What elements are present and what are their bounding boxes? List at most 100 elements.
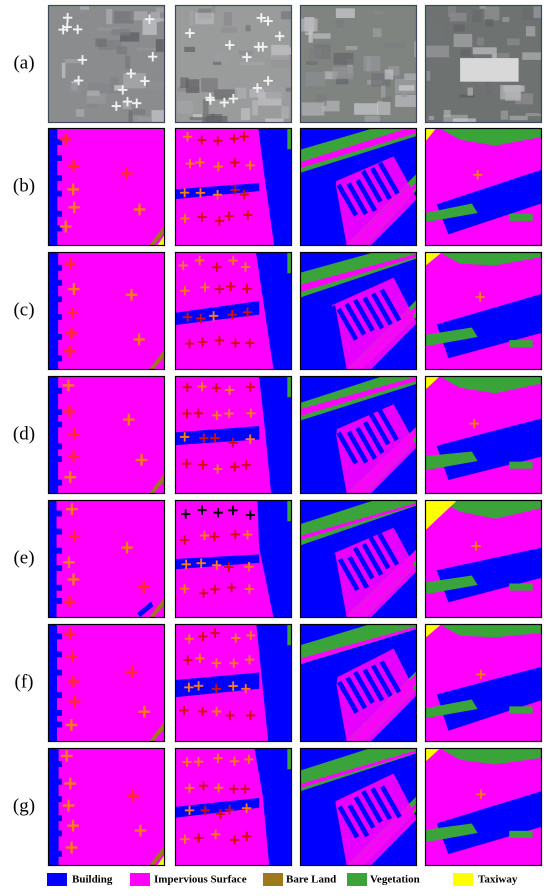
- photo-texture: [265, 118, 284, 123]
- seg-building: [254, 748, 292, 866]
- airplane: [73, 530, 76, 543]
- photo-texture: [345, 45, 358, 51]
- photo-texture: [515, 93, 534, 105]
- legend-swatch: [263, 873, 283, 886]
- seg-building: [377, 408, 399, 442]
- airplane: [71, 306, 74, 319]
- airplane: [243, 131, 246, 142]
- photo-texture: [114, 85, 124, 91]
- panel-border: [299, 127, 418, 247]
- airplane: [233, 462, 236, 472]
- photo-texture: [363, 55, 381, 72]
- airplane: [68, 345, 71, 358]
- photo-texture: [380, 85, 386, 98]
- airplane: [245, 803, 248, 813]
- row-label: (c): [13, 299, 34, 320]
- panel-border: [47, 4, 166, 124]
- photo-texture: [425, 45, 450, 58]
- photo-texture: [404, 73, 417, 80]
- seg-building: [346, 182, 369, 216]
- airplane: [278, 31, 281, 41]
- airplane: [215, 706, 218, 717]
- airplane: [131, 789, 135, 802]
- seg-building: [355, 426, 377, 460]
- airplane: [215, 410, 218, 421]
- airplane: [198, 255, 201, 266]
- panel-border: [174, 127, 293, 247]
- legend-label: Vegetation: [370, 874, 420, 886]
- airplane: [72, 450, 75, 463]
- seg-building: [55, 225, 63, 232]
- airplane: [227, 562, 230, 572]
- airplane: [249, 160, 252, 171]
- panel: [175, 500, 292, 618]
- airplane: [204, 805, 207, 816]
- photo-texture: [133, 109, 146, 115]
- airplane: [115, 101, 118, 111]
- panel: [48, 376, 165, 494]
- panel: [175, 624, 292, 742]
- photo-texture: [301, 102, 325, 116]
- legend-label: Bare Land: [286, 874, 336, 886]
- airplane: [70, 503, 74, 516]
- photo-texture: [395, 94, 417, 107]
- photo-texture: [502, 17, 510, 23]
- airplane: [185, 559, 188, 570]
- airplane: [201, 337, 204, 347]
- photo-texture: [95, 38, 107, 47]
- seg-building: [55, 830, 63, 837]
- seg-impervious: [300, 502, 417, 541]
- seg-building: [361, 542, 384, 576]
- photo-texture: [271, 55, 292, 69]
- seg-impervious: [300, 128, 417, 169]
- seg-building: [55, 334, 63, 340]
- seg-building: [353, 670, 375, 704]
- seg-building: [436, 169, 542, 235]
- photo-texture: [324, 71, 338, 80]
- seg-veg: [509, 213, 533, 221]
- airplane: [71, 819, 75, 832]
- seg-building: [55, 479, 63, 486]
- photo-texture: [151, 110, 165, 123]
- airplane: [187, 682, 190, 693]
- airplane: [130, 68, 132, 79]
- panel-border: [424, 747, 543, 867]
- seg-building: [55, 387, 63, 394]
- airplane: [76, 24, 79, 35]
- airplane: [72, 160, 75, 172]
- airplane: [217, 507, 220, 518]
- photo-texture: [211, 5, 216, 14]
- airplane: [198, 157, 201, 168]
- seg-building: [48, 500, 57, 618]
- photo-texture: [335, 77, 349, 85]
- airplane: [230, 582, 233, 593]
- photo-texture: [213, 89, 238, 100]
- panel-border: [174, 4, 293, 124]
- airplane: [249, 510, 252, 520]
- seg-building: [360, 169, 383, 203]
- airplane: [70, 719, 73, 731]
- airplane: [64, 133, 67, 146]
- airplane: [73, 695, 76, 708]
- photo-texture: [223, 12, 233, 27]
- airplane: [201, 212, 203, 222]
- panel: [300, 252, 417, 370]
- seg-building: [336, 183, 359, 217]
- photo-texture: [240, 108, 251, 121]
- photo-texture: [384, 69, 394, 80]
- airplane: [72, 428, 76, 441]
- airplane: [232, 681, 235, 691]
- panel-border: [174, 375, 293, 495]
- airplane: [73, 201, 76, 214]
- seg-building: [55, 692, 63, 699]
- airplane: [188, 338, 191, 349]
- photo-texture: [507, 38, 520, 46]
- seg-veg: [287, 376, 292, 398]
- airplane: [219, 809, 222, 819]
- seg-veg: [439, 128, 542, 146]
- airplane: [228, 408, 231, 419]
- airplane: [70, 327, 73, 340]
- seg-building: [370, 664, 393, 698]
- airplane: [215, 658, 218, 668]
- panel-border: [299, 747, 418, 867]
